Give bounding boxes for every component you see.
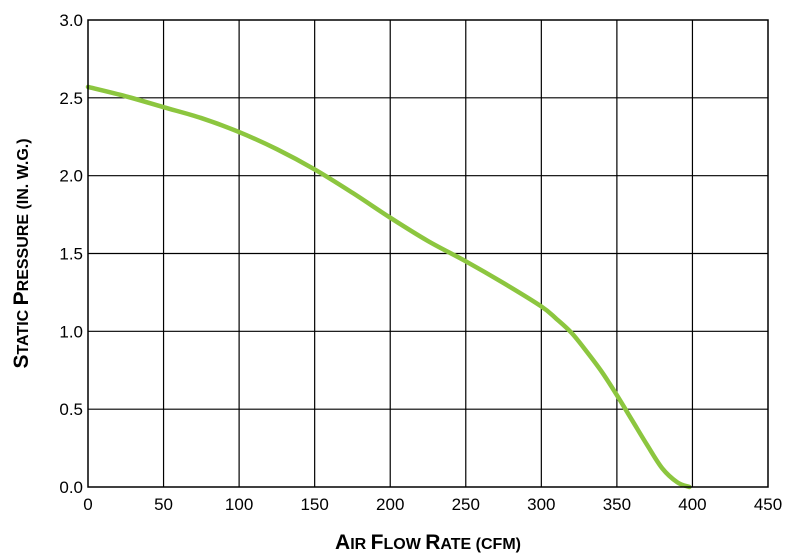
y-tick-label: 2.5	[59, 89, 83, 108]
x-tick-label: 200	[376, 495, 404, 514]
y-axis-title: STATIC PRESSURE (IN. W.G.)	[10, 138, 33, 368]
y-tick-label: 2.0	[59, 167, 83, 186]
x-tick-label: 0	[83, 495, 92, 514]
y-tick-label: 0.5	[59, 400, 83, 419]
plot-frame	[87, 19, 769, 488]
x-axis-title: AIR FLOW RATE (CFM)	[335, 531, 521, 554]
y-tick-label: 1.5	[59, 245, 83, 264]
series-layer	[85, 84, 692, 490]
x-tick-labels: 0 50 100 150 200 250 300 350 400 450	[83, 495, 782, 514]
x-tick-label: 100	[225, 495, 253, 514]
series-line	[85, 84, 692, 490]
x-tick-label: 50	[154, 495, 173, 514]
x-tick-label: 250	[452, 495, 480, 514]
x-tick-label: 300	[527, 495, 555, 514]
grid	[88, 20, 768, 487]
y-tick-label: 0.0	[59, 478, 83, 497]
x-tick-label: 450	[754, 495, 782, 514]
x-tick-label: 150	[300, 495, 328, 514]
x-tick-label: 400	[678, 495, 706, 514]
y-tick-label: 3.0	[59, 11, 83, 30]
y-tick-label: 1.0	[59, 322, 83, 341]
x-tick-label: 350	[603, 495, 631, 514]
y-tick-labels: 0.0 0.5 1.0 1.5 2.0 2.5 3.0	[59, 11, 83, 497]
